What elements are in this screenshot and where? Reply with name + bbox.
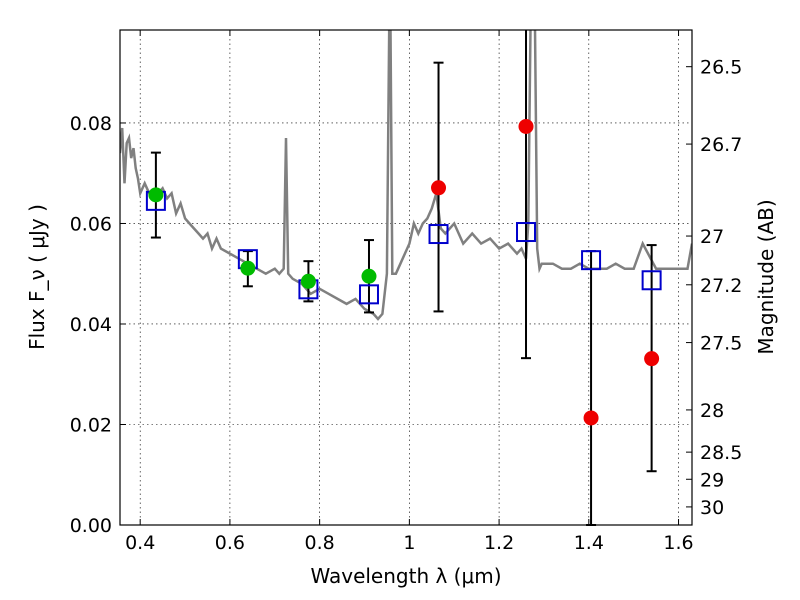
plot-frame: [119, 29, 693, 526]
model-square-marker: [358, 284, 379, 305]
x-tick-label: 1: [403, 532, 415, 554]
right-axis-label: Magnitude (AB): [754, 199, 778, 354]
y-tick-label: 0.04: [70, 314, 112, 336]
spectrum-layer: [120, 30, 692, 321]
photometry-point: [148, 187, 164, 203]
right-tick-label: 27.2: [700, 275, 742, 297]
right-tick-label: 26.5: [700, 57, 742, 79]
tick-layer: 0.4 0.6 0.8 1 1.2 1.4 1.6 0.00 0.02 0.04 0.06 0.08 2…: [70, 30, 742, 554]
y-tick-label: 0.00: [70, 515, 112, 537]
photometry-point: [583, 410, 599, 426]
right-tick-label: 27.5: [700, 333, 742, 355]
photometry-point: [518, 118, 534, 134]
x-tick-label: 0.6: [215, 532, 245, 554]
photometry-point: [431, 180, 447, 196]
photometry-point: [644, 351, 660, 367]
photometry-point: [240, 260, 256, 276]
photometry-point: [300, 273, 316, 289]
model-square-marker: [516, 222, 537, 243]
grid: [120, 30, 692, 526]
model-square-marker: [641, 270, 662, 291]
errorbar-layer: [150, 30, 657, 526]
right-tick-label: 28.5: [700, 442, 742, 464]
y-axis-label: Flux F_ν ( μJy ): [25, 204, 49, 350]
x-tick-label: 0.4: [125, 532, 155, 554]
photometry-point: [361, 268, 377, 284]
x-tick-label: 1.2: [484, 532, 514, 554]
right-tick-label: 28: [700, 400, 724, 422]
x-tick-label: 1.4: [574, 532, 604, 554]
marker-layer: [145, 118, 662, 426]
model-square-marker: [581, 250, 602, 271]
x-axis-label: Wavelength λ (μm): [310, 564, 501, 588]
right-tick-label: 27: [700, 226, 724, 248]
spectrum-line: [120, 30, 692, 321]
model-square-marker: [428, 224, 449, 245]
y-tick-label: 0.06: [70, 213, 112, 235]
right-tick-label: 30: [700, 497, 724, 519]
x-tick-label: 1.6: [663, 532, 693, 554]
right-tick-label: 29: [700, 469, 724, 491]
right-tick-label: 26.7: [700, 134, 742, 156]
y-tick-label: 0.02: [70, 414, 112, 436]
x-tick-label: 0.8: [305, 532, 335, 554]
y-tick-label: 0.08: [70, 113, 112, 135]
